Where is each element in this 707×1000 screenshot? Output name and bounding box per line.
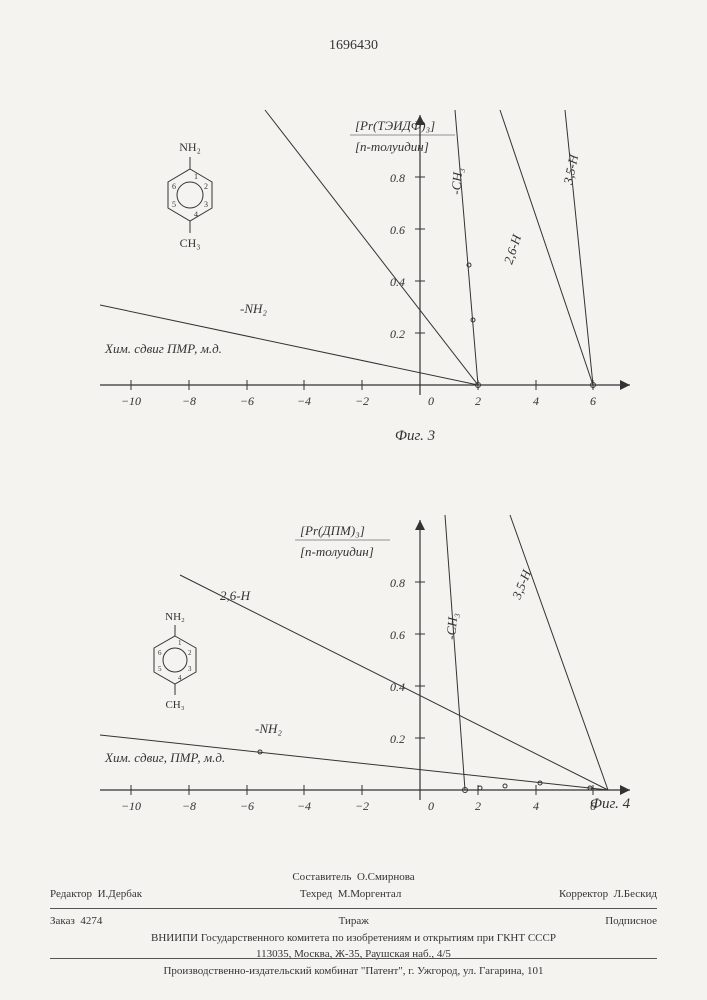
ytick: 0.4 [390,275,405,289]
corrector-label: Корректор [559,888,608,900]
svg-text:5: 5 [158,665,162,673]
editor-name: И.Дербак [98,888,143,900]
order-label: Заказ [50,915,75,927]
svg-text:6: 6 [172,182,176,191]
document-number: 1696430 [329,38,378,54]
svg-text:2: 2 [204,182,208,191]
tirazh: Тираж [339,914,369,930]
xtick: −8 [182,394,196,408]
line-ch3 [455,110,478,385]
xtick: 0 [428,394,434,408]
svg-text:6: 6 [158,649,162,657]
svg-text:CH₃: CH₃ [165,699,184,711]
y-axis-bot: [п-толуидин] [355,139,429,154]
svg-text:−4: −4 [297,799,311,813]
figure-caption: Фиг. 4 [590,796,631,812]
editor-label: Редактор [50,888,92,900]
svg-text:0: 0 [428,799,434,813]
label-nh2: -NH₂ [240,301,267,316]
molecule-icon: NH₂ CH₃ 1 2 3 4 5 6 [154,611,196,711]
svg-text:1: 1 [194,172,198,181]
ytick: 0.6 [390,223,405,237]
compiler-label: Составитель [292,871,351,883]
svg-text:1: 1 [178,639,182,647]
xtick: −4 [297,394,311,408]
label-26h: 2,6-H [501,232,525,266]
svg-text:3: 3 [188,665,192,673]
svg-text:−6: −6 [240,799,254,813]
footer: Составитель О.Смирнова Редактор И.Дербак… [50,870,657,963]
print-line: Производственно-издательский комбинат "П… [50,958,657,977]
svg-text:NH₂: NH₂ [165,611,185,623]
svg-text:3: 3 [204,200,208,209]
ytick: 0.2 [390,327,405,341]
molecule-icon: NH₂ CH₃ 1 2 3 4 5 6 [168,140,212,250]
label-35h: 3,5-H [560,153,581,187]
line-ch3 [445,515,465,790]
x-axis-label: Хим. сдвиг, ПМР, м.д. [104,750,225,765]
label-ch3: -CH₃ [443,612,460,640]
mol-bot: CH₃ [180,236,201,250]
y-axis-top: [Pr(ДПМ)₃] [300,523,365,538]
svg-text:2: 2 [475,799,481,813]
page: 1696430 −10 −8 −6 −4 −2 0 [0,0,707,1000]
y-axis-bot: [п-толуидин] [300,544,374,559]
xtick: 4 [533,394,539,408]
x-ticks: −10 −8 −6 −4 −2 0 2 4 6 [121,785,596,813]
label-35h: 3,5-H [508,567,534,602]
xtick: −2 [355,394,369,408]
svg-text:4: 4 [194,210,198,219]
svg-text:0.8: 0.8 [390,576,405,590]
compiler-name: О.Смирнова [357,871,415,883]
label-ch3: -CH₃ [448,167,465,195]
svg-text:2: 2 [188,649,192,657]
svg-text:−10: −10 [121,799,141,813]
svg-text:−8: −8 [182,799,196,813]
ytick: 0.8 [390,171,405,185]
svg-text:4: 4 [178,674,182,682]
techred-name: М.Моргентал [338,888,402,900]
chart-fig4: −10 −8 −6 −4 −2 0 2 4 6 0.2 [60,500,640,850]
xtick: 6 [590,394,596,408]
corrector-name: Л.Бескид [614,888,657,900]
figure-caption: Фиг. 3 [395,428,435,444]
label-nh2: -NH₂ [255,721,282,736]
signed: Подписное [605,914,657,930]
mol-top: NH₂ [179,140,201,154]
techred-label: Техред [300,888,332,900]
line-35h [510,515,608,790]
svg-text:5: 5 [172,200,176,209]
svg-text:0.2: 0.2 [390,732,405,746]
x-ticks: −10 −8 −6 −4 −2 0 2 4 6 [121,380,596,408]
order-num: 4274 [80,915,102,927]
x-axis-label: Хим. сдвиг ПМР, м.д. [104,341,222,356]
org: ВНИИПИ Государственного комитета по изоб… [50,931,657,947]
y-axis-top: [Pr(ТЭИДФ)₃] [355,118,435,133]
svg-text:0.6: 0.6 [390,628,405,642]
label-26h: 2,6-H [220,588,251,603]
xtick: −10 [121,394,141,408]
line-26h [180,575,608,790]
xtick: −6 [240,394,254,408]
chart-fig3: −10 −8 −6 −4 −2 0 2 4 6 0.2 [60,95,640,455]
xtick: 2 [475,394,481,408]
svg-text:4: 4 [533,799,539,813]
svg-text:−2: −2 [355,799,369,813]
